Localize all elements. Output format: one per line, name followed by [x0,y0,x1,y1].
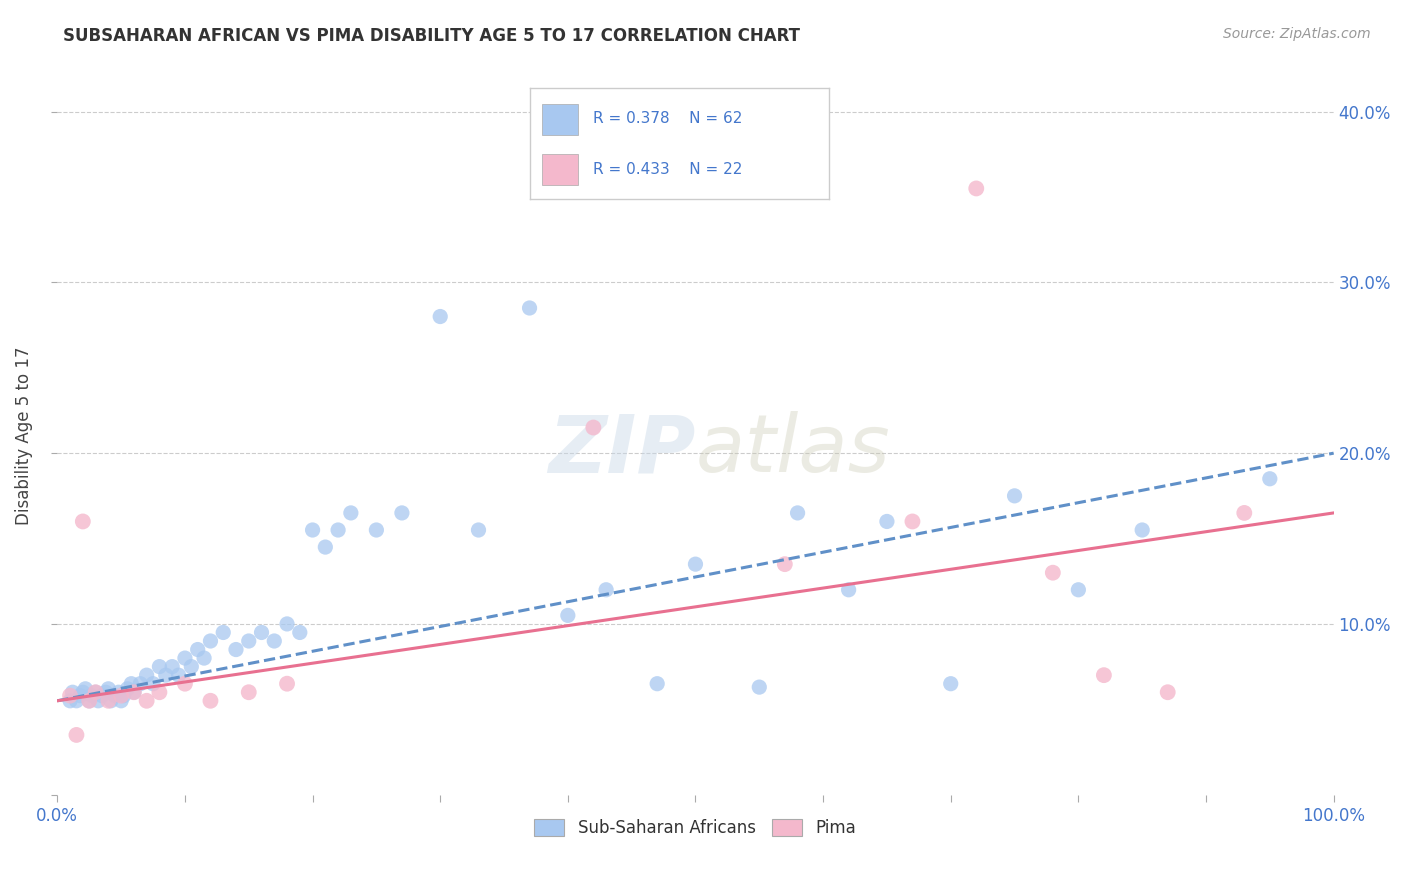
Point [148,685,170,699]
Point [366,523,388,537]
Point [276,676,298,690]
Point [391,506,413,520]
Point [91,689,114,703]
Point [326,523,349,537]
Point [250,625,273,640]
Point [193,651,215,665]
Point [645,676,668,690]
Point [838,582,860,597]
Point [97,681,120,696]
Text: Source: ZipAtlas.com: Source: ZipAtlas.com [1223,27,1371,41]
Point [288,625,311,640]
Point [582,420,605,434]
Text: atlas: atlas [696,411,890,490]
Legend: Sub-Saharan Africans, Pima: Sub-Saharan Africans, Pima [527,813,863,844]
Point [97,694,120,708]
Point [519,301,541,315]
Point [1067,582,1090,597]
Point [1092,668,1115,682]
Point [122,685,145,699]
Point [314,540,336,554]
Point [180,659,202,673]
Point [1157,685,1180,699]
Point [773,557,796,571]
Point [263,634,285,648]
Point [110,689,132,703]
Point [155,668,177,682]
Point [200,634,222,648]
Point [65,728,87,742]
Point [1130,523,1153,537]
Point [104,689,127,703]
Point [212,625,235,640]
Point [107,685,129,699]
Point [77,694,100,708]
Point [59,689,82,703]
Point [301,523,323,537]
Point [65,694,87,708]
Point [94,685,117,699]
Point [122,685,145,699]
Point [238,634,260,648]
Point [276,616,298,631]
Point [148,659,170,673]
Point [467,523,489,537]
Point [595,582,617,597]
Text: SUBSAHARAN AFRICAN VS PIMA DISABILITY AGE 5 TO 17 CORRELATION CHART: SUBSAHARAN AFRICAN VS PIMA DISABILITY AG… [63,27,800,45]
Point [69,689,91,703]
Point [1004,489,1026,503]
Point [187,642,209,657]
Point [876,515,898,529]
Point [59,694,82,708]
Point [786,506,808,520]
Point [685,557,707,571]
Point [112,689,135,703]
Point [429,310,451,324]
Point [62,685,84,699]
Point [72,685,94,699]
Point [100,694,122,708]
Point [84,685,107,699]
Point [142,676,165,690]
Point [167,668,190,682]
Point [340,506,363,520]
Point [135,668,157,682]
Point [72,515,94,529]
Point [939,676,962,690]
Point [75,681,97,696]
Point [200,694,222,708]
Point [84,685,107,699]
Point [557,608,579,623]
Text: ZIP: ZIP [548,411,696,490]
Point [80,689,103,703]
Point [225,642,247,657]
Point [135,694,157,708]
Point [901,515,924,529]
Point [117,681,139,696]
Point [965,181,987,195]
Point [238,685,260,699]
Point [1233,506,1256,520]
Point [748,680,770,694]
Point [120,676,142,690]
Point [87,694,110,708]
Y-axis label: Disability Age 5 to 17: Disability Age 5 to 17 [15,347,32,525]
Point [110,694,132,708]
Point [77,694,100,708]
Point [1258,472,1281,486]
Point [174,676,197,690]
Point [160,659,183,673]
Point [1042,566,1064,580]
Point [129,676,152,690]
Point [174,651,197,665]
